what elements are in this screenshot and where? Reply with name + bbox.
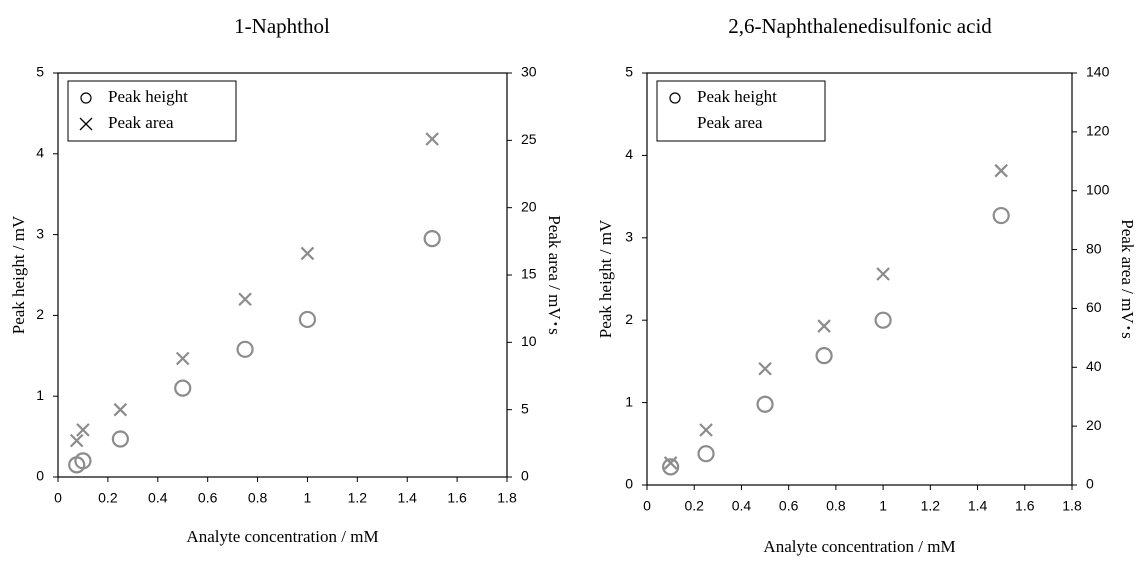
marker-circle [815,347,833,365]
x-tick-label: 1.2 [921,498,941,514]
marker-cross [699,423,713,437]
x-tick-label: 0.6 [779,498,799,514]
x-tick-label: 1 [304,490,312,506]
legend-marker [79,117,93,131]
marker-circle [992,206,1010,225]
chart-title: 2,6-Naphthalenedisulfonic acid [728,14,992,38]
marker-cross [238,292,252,307]
marker-cross [876,267,890,281]
y-tick-label: 2 [36,306,44,322]
y2-tick-label: 80 [1086,240,1102,256]
marker-cross [663,456,678,470]
marker-circle [697,445,715,463]
y2-tick-label: 5 [521,400,529,416]
y2-tick-label: 30 [521,64,537,80]
marker-circle [174,379,192,397]
legend-label: Peak area [108,113,174,132]
x-tick-label: 0.8 [826,498,846,514]
x-tick-label: 0.2 [684,498,704,514]
y-tick-label: 0 [36,468,44,484]
y-tick-label: 3 [36,225,44,241]
y-axis-label: Peak height / mV [9,215,28,334]
y2-tick-label: 20 [1086,417,1102,433]
y-tick-label: 3 [625,229,633,245]
legend-box [67,80,237,142]
y-tick-label: 0 [625,476,633,492]
x-tick-label: 0.6 [198,490,218,506]
y-tick-label: 2 [625,311,633,327]
y-tick-label: 5 [625,64,633,80]
x-tick-label: 0.4 [732,498,752,514]
legend-label: Peak area [697,113,763,132]
plot-frame [646,72,1073,486]
x-tick-label: 0.8 [248,490,268,506]
legend-box [656,80,826,142]
x-axis-label: Analyte concentration / mM [186,527,378,546]
x-tick-label: 1.6 [447,490,467,506]
x-tick-label: 1.4 [397,490,417,506]
marker-circle [74,452,92,470]
marker-cross [817,319,831,333]
y2-tick-label: 15 [521,266,537,282]
y-tick-label: 4 [36,145,44,161]
marker-circle [298,310,317,329]
x-tick-label: 1.2 [348,490,368,506]
marker-cross [425,132,439,146]
x-tick-label: 0 [643,498,651,514]
y2-tick-label: 60 [1086,299,1102,315]
x-tick-label: 1.8 [497,490,517,506]
x-tick-label: 0.2 [98,490,118,506]
y-tick-label: 1 [36,387,44,403]
y-tick-label: 5 [36,64,44,80]
x-tick-label: 0 [54,490,62,506]
x-tick-label: 1.8 [1062,498,1082,514]
marker-circle [874,311,892,329]
y-tick-label: 4 [625,146,633,162]
y2-tick-label: 100 [1086,181,1110,197]
y-axis-label: Peak height / mV [596,219,615,338]
x-tick-label: 1.4 [968,498,988,514]
y2-axis-label: Peak area / mV･s [1118,219,1137,338]
marker-circle [111,430,129,448]
chart-title: 1-Naphthol [234,14,330,38]
legend-label: Peak height [697,87,777,106]
marker-circle [423,230,441,248]
y2-tick-label: 0 [1086,476,1094,492]
legend-marker [669,92,681,104]
marker-circle [662,458,680,476]
x-axis-label: Analyte concentration / mM [763,537,955,556]
marker-cross [300,246,315,261]
y-tick-label: 1 [625,393,633,409]
y2-tick-label: 40 [1086,358,1102,374]
marker-cross [76,423,90,437]
y2-tick-label: 120 [1086,123,1110,139]
marker-circle [756,395,774,413]
x-tick-label: 0.4 [148,490,168,506]
marker-cross [994,163,1008,178]
marker-cross [113,402,128,417]
x-tick-label: 1 [879,498,887,514]
y2-axis-label: Peak area / mV･s [545,215,564,334]
y2-tick-label: 0 [521,468,529,484]
marker-cross [69,433,84,448]
marker-cross [175,351,190,366]
y2-tick-label: 10 [521,333,537,349]
y2-tick-label: 20 [521,198,537,214]
y2-tick-label: 25 [521,131,537,147]
y2-tick-label: 140 [1086,64,1110,80]
legend-label: Peak height [108,87,188,106]
x-tick-label: 1.6 [1015,498,1035,514]
marker-cross [758,361,772,376]
marker-circle [236,340,254,358]
legend-marker [80,92,92,104]
